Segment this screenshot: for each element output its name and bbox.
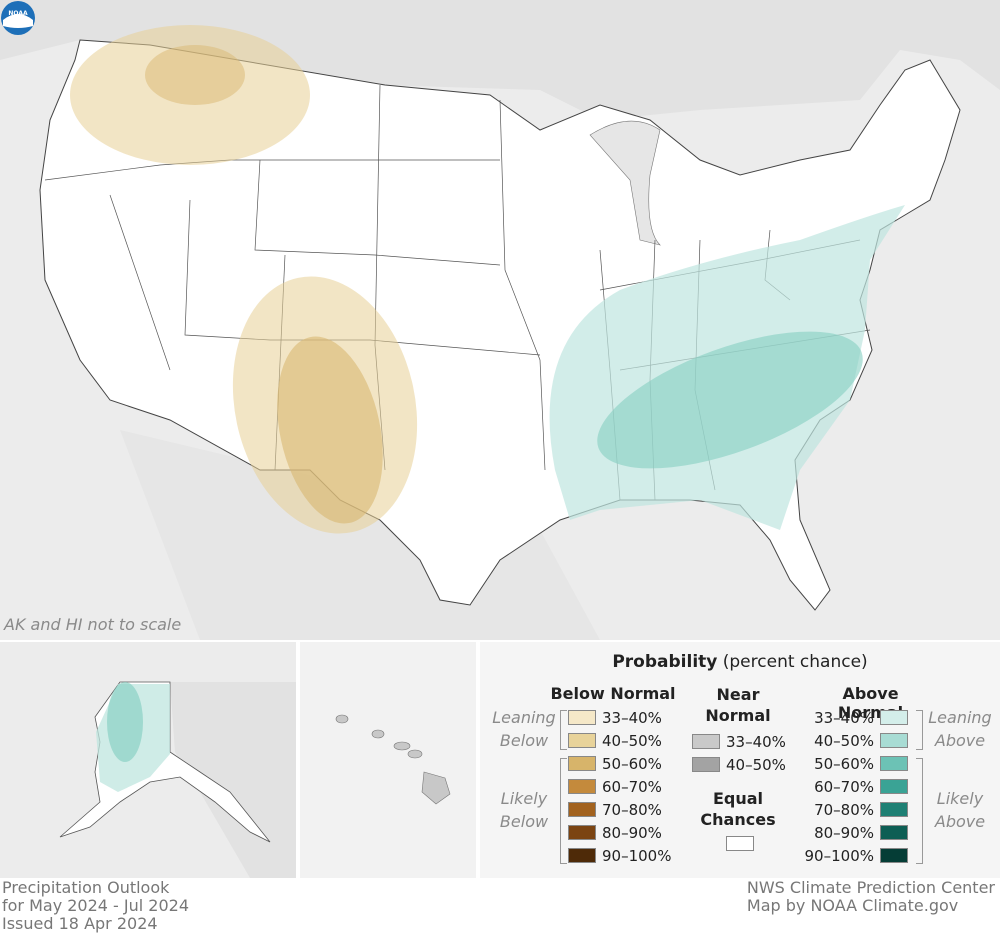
conus-map-svg [39,25,961,611]
near-legend-label: 40–50% [726,755,786,774]
above-legend-label: 70–80% [814,800,874,819]
below-legend-swatch [568,710,596,725]
above-legend-label: 80–90% [814,823,874,842]
alaska-inset [0,642,296,878]
above-legend-row: 90–100% [798,844,908,867]
leaning-above-bracket [916,710,923,750]
legend: Probability (percent chance) Below Norma… [480,642,1000,878]
outlook-period: for May 2024 - Jul 2024 [2,896,190,915]
likely-above-label: Likely Above [934,789,986,831]
above-normal-heading: Above Normal [837,684,904,722]
near-legend-row: 33–40% [692,730,786,753]
above-legend-swatch [880,710,908,725]
equal-chances-swatch [726,836,754,851]
above-legend-label: 50–60% [814,754,874,773]
legend-title-bold: Probability [612,652,718,672]
below-legend-row: 33–40% [568,706,662,729]
leaning-below-label: Leaning Below [492,708,556,750]
credit-cpc: NWS Climate Prediction Center [746,878,995,897]
above-legend-swatch [880,779,908,794]
likely-above-bracket [916,758,923,864]
below-legend-swatch [568,802,596,817]
noaa-logo-text: NOAA [8,10,28,17]
above-legend-row: 80–90% [798,821,908,844]
above-legend-swatch [880,848,908,863]
above-legend-swatch [880,733,908,748]
equal-chances-line1: Equal [712,789,764,808]
above-legend-swatch [880,756,908,771]
below-legend-row: 50–60% [568,752,662,775]
near-legend-row: 40–50% [692,753,786,776]
hawaii-map-svg [335,714,451,805]
below-legend-label: 33–40% [602,708,662,727]
below-legend-row: 80–90% [568,821,662,844]
credit-climate-gov: Map by NOAA Climate.gov [746,896,959,915]
credits: NWS Climate Prediction Center Map by NOA… [747,879,995,915]
below-legend-row: 40–50% [568,729,662,752]
outlook-title: Precipitation Outlook [2,878,170,897]
noaa-logo-icon: NOAA [1,1,35,35]
likely-below-label: Likely Below [499,789,549,831]
legend-title: Probability (percent chance) [480,652,1000,672]
above-legend-label: 60–70% [814,777,874,796]
below-legend-row: 70–80% [568,798,662,821]
above-legend-label: 33–40% [814,708,874,727]
below-legend-label: 80–90% [602,823,662,842]
near-legend-swatch [692,757,720,772]
below-legend-label: 90–100% [602,846,672,865]
likely-below-bracket [560,758,567,864]
hawaii-inset [300,642,476,878]
below-4050-southwest [277,336,383,524]
below-legend-label: 60–70% [602,777,662,796]
below-legend-swatch [568,848,596,863]
near-heading-line1: Near [716,685,760,704]
below-4050-northwest [145,45,245,105]
near-legend-swatch [692,734,720,749]
above-legend-row: 50–60% [798,752,908,775]
below-legend-swatch [568,825,596,840]
conus-map: AK and HI not to scale NOAA [0,0,1000,640]
below-legend-row: 60–70% [568,775,662,798]
above-legend-swatch [880,802,908,817]
scale-note: AK and HI not to scale [4,615,182,634]
below-legend-swatch [568,756,596,771]
near-legend-label: 33–40% [726,732,786,751]
above-legend-row: 40–50% [798,729,908,752]
near-heading-line2: Normal [705,706,771,725]
above-legend-swatch [880,825,908,840]
below-legend-swatch [568,733,596,748]
leaning-below-bracket [560,710,567,750]
outlook-info: Precipitation Outlook for May 2024 - Jul… [2,879,189,933]
above-4050-southeast [597,331,863,469]
alaska-map-svg [59,681,296,878]
above-legend-label: 40–50% [814,731,874,750]
above-legend-label: 90–100% [804,846,874,865]
above-legend-row: 70–80% [798,798,908,821]
equal-chances-line2: Chances [700,810,776,829]
leaning-above-label: Leaning Above [928,708,992,750]
below-legend-label: 50–60% [602,754,662,773]
near-normal-heading: Near Normal [698,684,778,726]
equal-chances-heading: Equal Chances [698,788,778,830]
below-legend-swatch [568,779,596,794]
below-legend-row: 90–100% [568,844,671,867]
below-legend-label: 70–80% [602,800,662,819]
legend-title-rest: (percent chance) [717,652,868,672]
alaska-above-4050 [107,682,143,762]
below-normal-heading: Below Normal [550,684,676,703]
above-legend-row: 60–70% [798,775,908,798]
above-legend-row: 33–40% [798,706,908,729]
outlook-issued: Issued 18 Apr 2024 [2,914,158,933]
below-legend-label: 40–50% [602,731,662,750]
